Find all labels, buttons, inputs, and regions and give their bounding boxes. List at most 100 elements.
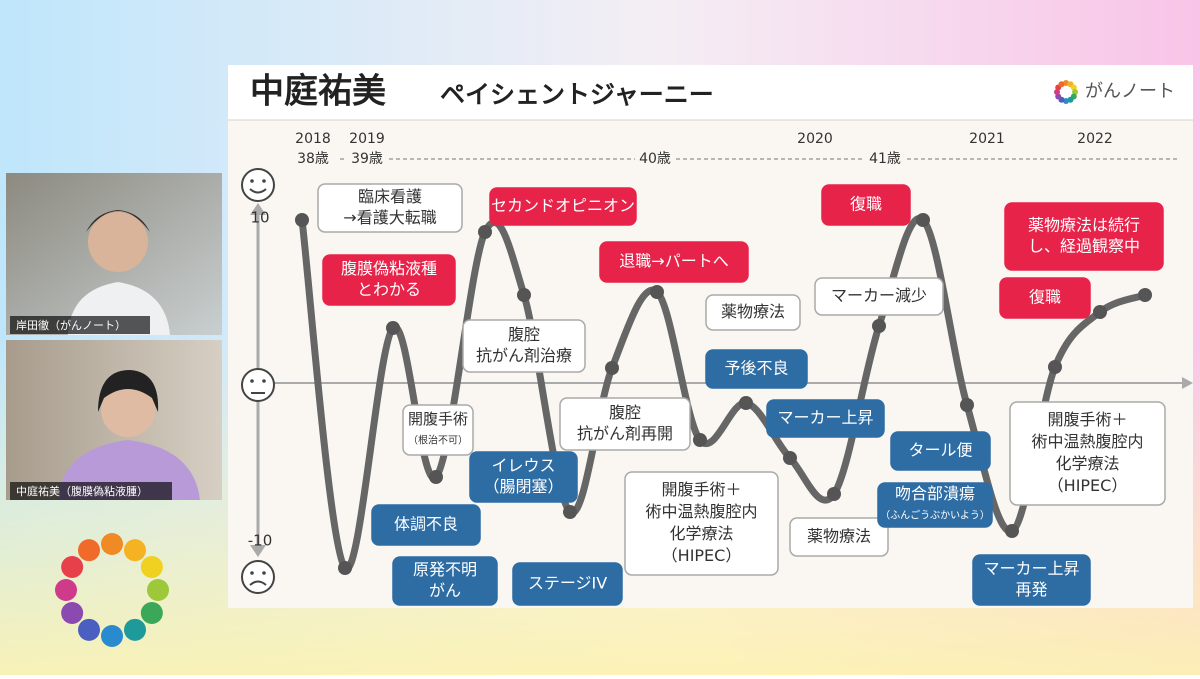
callout-text: 術中温熱腹腔内: [1031, 432, 1143, 451]
logo-dot: [1070, 84, 1077, 91]
age-label: 38歳: [297, 151, 329, 167]
callout-box: [322, 254, 456, 306]
callout-box: [821, 184, 911, 226]
callout-box: [512, 562, 623, 606]
callout-text: 予後不良: [724, 359, 788, 378]
callout-text: 復職: [850, 195, 882, 214]
callout-box: [599, 241, 749, 283]
callout-text: ステージIV: [528, 574, 607, 593]
age-label: 41歳: [869, 151, 901, 167]
callout-text: 腹腔: [508, 325, 540, 344]
callout-box: [705, 349, 808, 389]
logo-dot: [1055, 93, 1062, 100]
age-bg: [293, 150, 333, 168]
journey-point: [1048, 360, 1062, 374]
callout-text: 腹腔: [609, 403, 641, 422]
callout-text: 開腹手術＋: [661, 480, 741, 499]
callout-box: [972, 554, 1091, 606]
callout-text: 化学療法: [669, 524, 733, 543]
callout-text: とわかる: [357, 280, 421, 299]
callout-text: マーカー上昇: [983, 559, 1079, 578]
callout-text: （HIPEC）: [662, 546, 742, 565]
callout-text: →看護大転職: [343, 208, 436, 227]
callout-text: 開腹手術: [408, 410, 468, 428]
callout-box: [1009, 401, 1166, 506]
logo-dot: [101, 625, 123, 647]
callout-box: [890, 431, 991, 471]
callout-box: [559, 397, 691, 451]
callout-box: [371, 504, 481, 546]
year-label: 2022: [1077, 131, 1113, 147]
logo-dot: [55, 579, 77, 601]
face-eyes: [250, 179, 266, 575]
callout-box: [1004, 202, 1164, 271]
logo-dot: [147, 579, 169, 601]
logo-dot: [1063, 98, 1069, 104]
slide-header: [228, 65, 1193, 120]
callout-text: （腸閉塞）: [483, 477, 563, 496]
callout-text: 開腹手術＋: [1047, 410, 1127, 429]
callout-box: [624, 471, 779, 576]
slide-subtitle: ペイシェントジャーニー: [440, 80, 714, 109]
journey-point: [650, 285, 664, 299]
callout-text: 体調不良: [394, 515, 458, 534]
journey-point: [605, 361, 619, 375]
age-bg: [635, 150, 675, 168]
callout-text: タール便: [908, 441, 972, 460]
logo-dot: [61, 602, 84, 624]
logo-dot: [140, 556, 163, 578]
callout-text: 術中温熱腹腔内: [645, 502, 757, 521]
logo-dot: [61, 556, 84, 578]
callout-text: （HIPEC）: [1048, 476, 1128, 495]
journey-point: [739, 396, 753, 410]
axis-label: -10: [248, 532, 273, 550]
journey-point: [295, 213, 309, 227]
logo-dot: [124, 618, 146, 641]
journey-points: [295, 213, 1152, 575]
callout-box: [999, 277, 1091, 319]
logo-dot: [124, 539, 146, 562]
callout-box: [469, 451, 578, 503]
age-label: 40歳: [639, 151, 671, 167]
journey-point: [1138, 288, 1152, 302]
logo-dot: [140, 602, 163, 624]
participant-name: 岸田徹（がんノート）: [16, 318, 126, 332]
callout-text: 薬物療法は続行: [1028, 216, 1140, 235]
journey-point: [338, 561, 352, 575]
name-label-bg: [10, 316, 150, 334]
callout-box: [877, 482, 993, 528]
hair: [98, 370, 159, 412]
callout-text: 化学療法: [1055, 454, 1119, 473]
logo-dot: [78, 618, 100, 641]
journey-point: [916, 213, 930, 227]
logo-dot: [1067, 96, 1074, 103]
callout-text: 吻合部潰瘍: [895, 484, 975, 503]
callout-box: [402, 404, 474, 456]
logo-mark: [1054, 80, 1078, 104]
name-label-bg: [10, 482, 172, 500]
callout-box: [814, 277, 944, 316]
age-bg: [865, 150, 905, 168]
journey-point: [827, 487, 841, 501]
journey-point: [1005, 524, 1019, 538]
logo-text: がんノート: [1085, 81, 1175, 102]
callout-text: セカンドオピニオン: [491, 196, 635, 215]
axis-label: 10: [250, 209, 269, 227]
journey-point: [872, 319, 886, 333]
callout-box: [392, 556, 498, 606]
age-bg: [347, 150, 387, 168]
journey-point: [478, 225, 492, 239]
logo-dot: [1058, 81, 1065, 88]
callout-box: [317, 183, 463, 233]
logo-dot: [1054, 89, 1060, 95]
callout-text: 腹膜偽粘液種: [341, 259, 437, 278]
person: [101, 383, 155, 437]
journey-point: [960, 398, 974, 412]
journey-point: [429, 470, 443, 484]
journey-point: [563, 505, 577, 519]
year-label: 2020: [797, 131, 833, 147]
journey-point: [783, 451, 797, 465]
callout-text: 再発: [1015, 580, 1047, 599]
year-label: 2021: [969, 131, 1005, 147]
callout-text: 臨床看護: [358, 187, 422, 206]
